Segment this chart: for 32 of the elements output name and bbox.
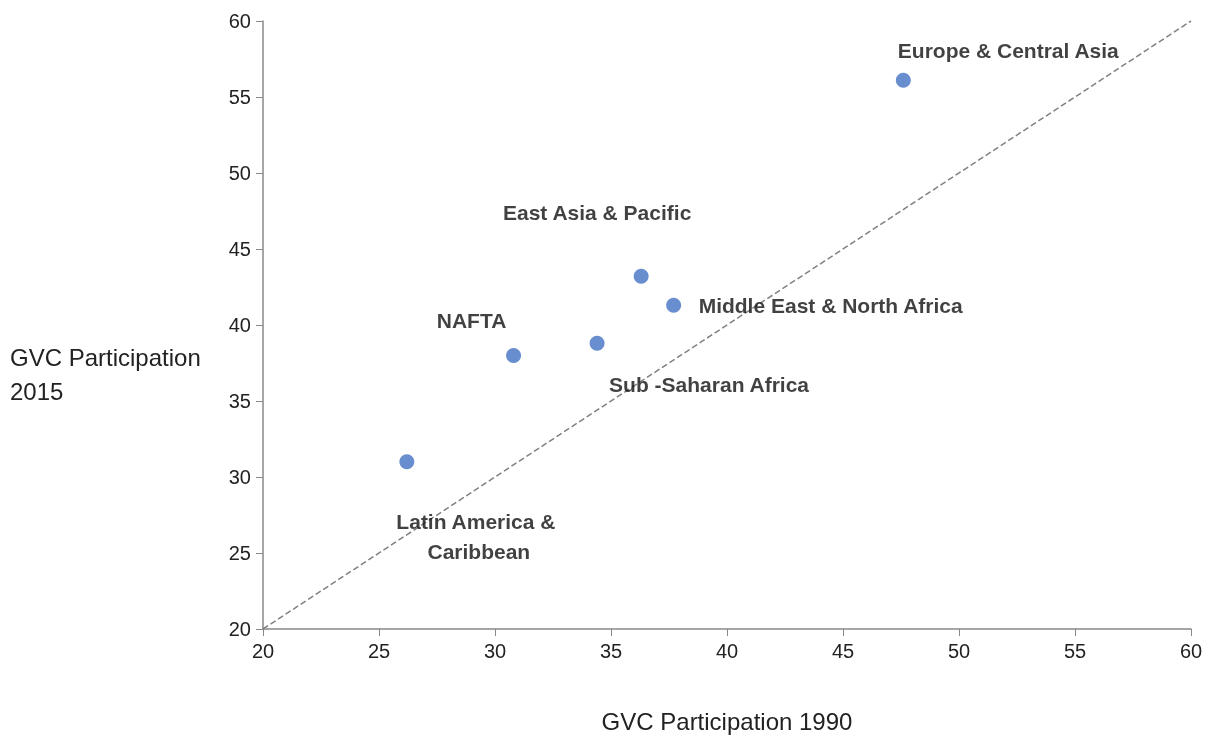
x-tick-label: 55 [1063,640,1087,662]
point [399,454,415,470]
y-tick-label: 55 [228,86,251,108]
point [895,72,911,88]
x-tick-label: 20 [251,640,275,662]
x-axis-title: GVC Participation 1990 [601,707,853,735]
y-tick-label: 35 [228,390,251,412]
x-tick-label: 30 [483,640,507,662]
y-tick-label: 30 [228,466,251,488]
x-tick-label: 60 [1179,640,1203,662]
annotation: NAFTA [436,308,507,332]
annotation: Sub -Saharan Africa [609,372,810,396]
annotation: East Asia & Pacific [503,200,692,224]
x-tick-label: 40 [715,640,739,662]
y-tick-label: 60 [228,10,251,32]
annotation: Middle East & North Africa [698,293,964,317]
y-tick-label: 40 [228,314,251,336]
x-tick-label: 50 [947,640,971,662]
y-tick-label: 20 [228,618,251,640]
y-tick-label: 25 [228,542,251,564]
point [666,297,682,313]
y-tick-label: 50 [228,162,251,184]
point [589,335,605,351]
y-axis-title: GVC Participation 2015 [10,343,208,405]
annotation: Latin America & Caribbean [396,510,562,564]
point [506,347,522,363]
x-tick-label: 35 [599,640,623,662]
x-tick-label: 45 [831,640,855,662]
point [633,268,649,284]
y-tick-label: 45 [228,238,251,260]
x-tick-label: 25 [367,640,391,662]
annotation: Europe & Central Asia [897,38,1120,62]
